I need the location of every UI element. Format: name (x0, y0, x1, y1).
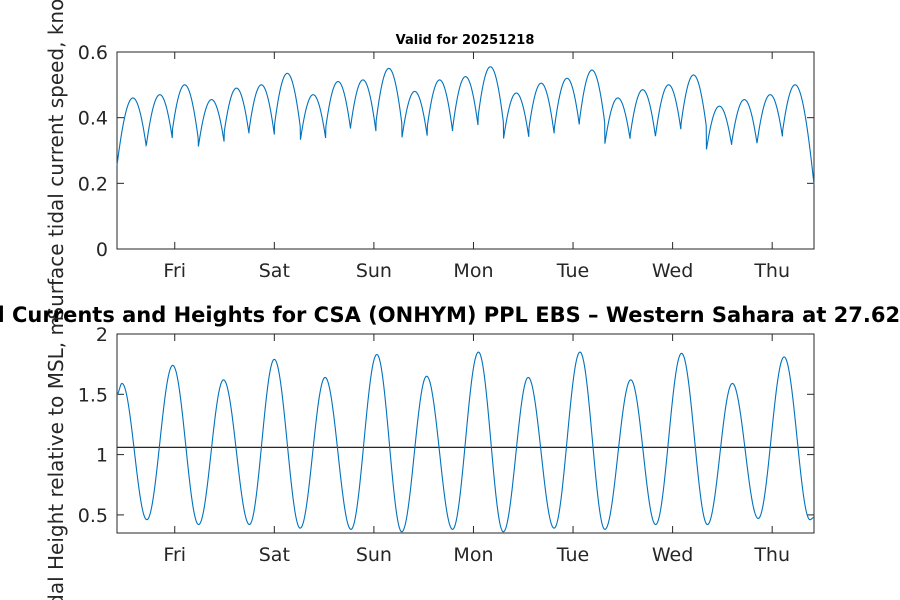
tidal-height-ticks (117, 333, 814, 533)
tidal-height-line (116, 351, 815, 533)
current-speed-xtick-label: Mon (453, 260, 493, 282)
tidal-height-ytick-label: 0.5 (78, 505, 108, 527)
tidal-height-xtick-label: Sun (356, 544, 392, 566)
current-speed-line (116, 66, 815, 185)
tidal-height-xtick-label: Thu (753, 544, 790, 566)
current-speed-xtick-label: Fri (163, 260, 186, 282)
tidal-height-series (116, 351, 815, 533)
current-speed-tick-labels: 0 0.2 0.4 0.6 Fri Sat Sun Mon Tue Wed Thu (78, 42, 790, 282)
current-speed-ytick-label: 0 (96, 239, 108, 261)
current-speed-ytick-label: 0.4 (78, 108, 108, 130)
current-speed-xtick-label: Sat (259, 260, 290, 282)
current-speed-xtick-label: Thu (753, 260, 790, 282)
current-speed-ytick-label: 0.6 (78, 42, 108, 64)
current-speed-xtick-label: Wed (652, 260, 693, 282)
tidal-height-ytick-label: 1 (96, 445, 108, 467)
tidal-height-xtick-label: Tue (556, 544, 589, 566)
tidal-height-ylabel: Tidal Height relative to MSL, m (44, 316, 68, 600)
tidal-height-plot-area (116, 333, 815, 534)
current-speed-ticks (117, 51, 814, 250)
tidal-height-title: Tidal Currents and Heights for CSA (ONHY… (0, 303, 900, 327)
tidal-height-axes: 0.5 1 1.5 2 Fri Sat Sun Mon Tue Wed Thu Tidal Curr… (0, 303, 900, 600)
tidal-height-xtick-label: Wed (652, 544, 693, 566)
tidal-height-ytick-label: 2 (96, 324, 108, 346)
current-speed-plot-area (116, 51, 815, 250)
tidal-height-tick-labels: 0.5 1 1.5 2 Fri Sat Sun Mon Tue Wed Thu (78, 324, 790, 566)
current-speed-xtick-label: Tue (556, 260, 589, 282)
tidal-height-xtick-label: Mon (453, 544, 493, 566)
current-speed-axes: 0 0.2 0.4 0.6 Fri Sat Sun Mon Tue Wed Thu Valid fo… (44, 0, 815, 320)
current-speed-series (116, 66, 815, 185)
current-speed-xtick-label: Sun (356, 260, 392, 282)
tidal-height-xtick-label: Fri (163, 544, 186, 566)
current-speed-ylabel: Surface tidal current speed, knots (44, 0, 68, 320)
tidal-height-ytick-label: 1.5 (78, 384, 108, 406)
tidal-height-xtick-label: Sat (259, 544, 290, 566)
current-speed-title: Valid for 20251218 (396, 33, 535, 48)
current-speed-ytick-label: 0.2 (78, 173, 108, 195)
